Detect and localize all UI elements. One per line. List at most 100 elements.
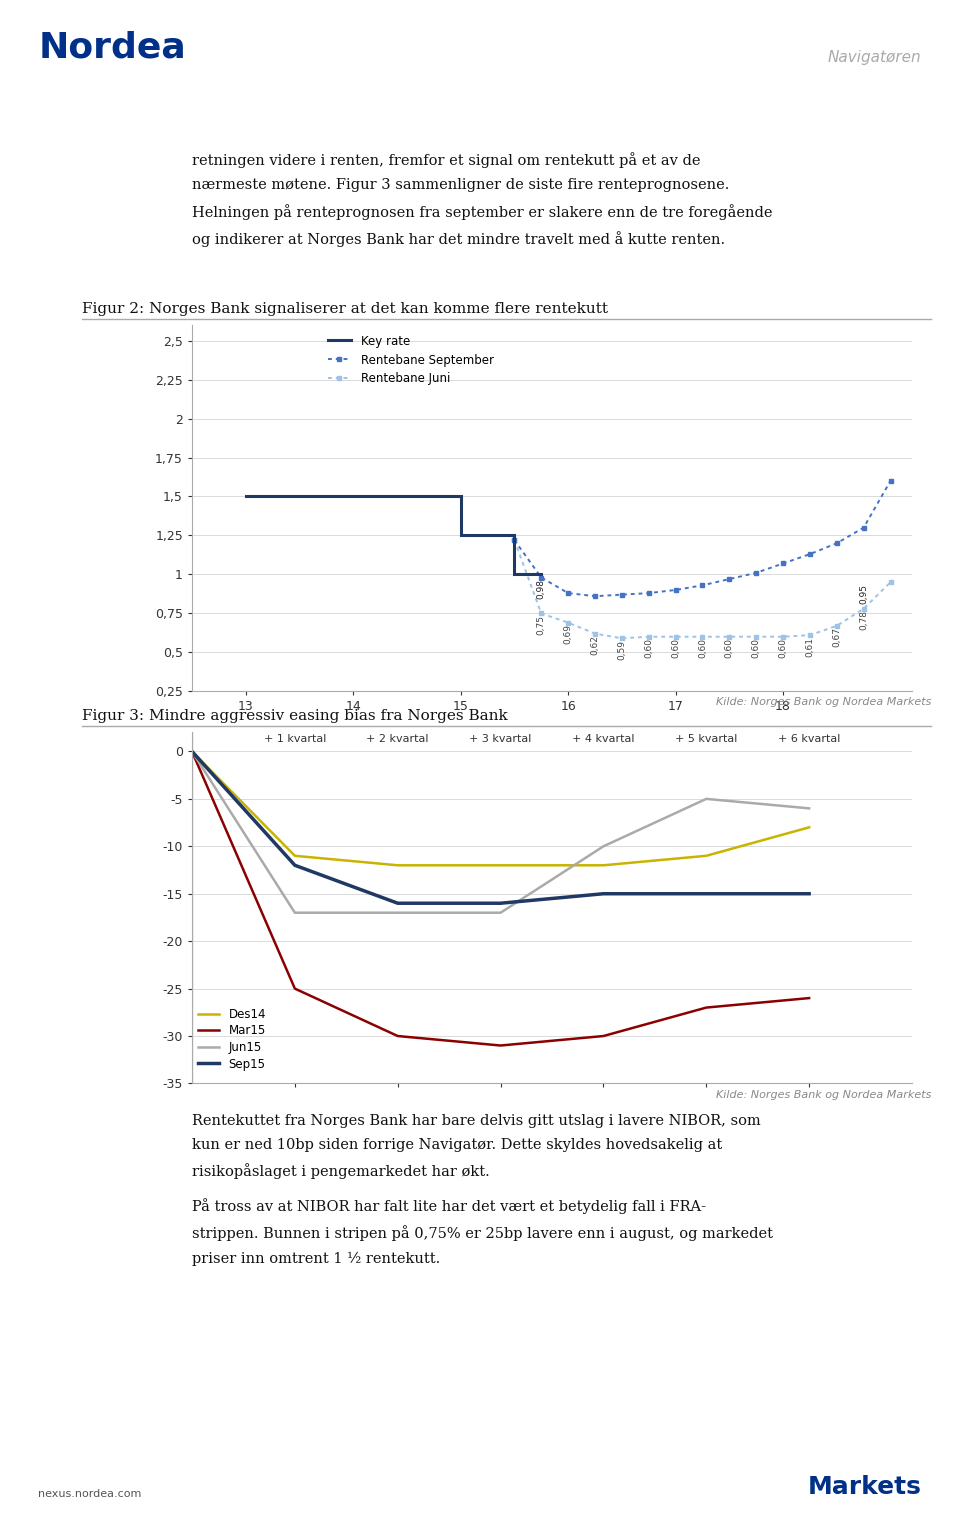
Text: 0,61: 0,61 <box>805 636 814 656</box>
Jun15 <box>392 903 403 922</box>
Rentebane Juni <box>804 626 816 644</box>
Rentebane September <box>751 563 762 581</box>
Text: På tross av at NIBOR har falt lite har det vært et betydelig fall i FRA-
strippe: På tross av at NIBOR har falt lite har d… <box>192 1198 773 1265</box>
Rentebane September <box>563 584 574 603</box>
Text: 0,60: 0,60 <box>752 638 760 658</box>
Key rate <box>455 487 467 505</box>
Rentebane September <box>643 584 655 603</box>
Text: Figur 2: Norges Bank signaliserer at det kan komme flere rentekutt: Figur 2: Norges Bank signaliserer at det… <box>82 302 608 316</box>
Text: Figur 3: Mindre aggressiv easing bias fra Norges Bank: Figur 3: Mindre aggressiv easing bias fr… <box>82 710 507 723</box>
Rentebane Juni <box>643 627 655 645</box>
Text: + 6 kvartal: + 6 kvartal <box>778 734 840 743</box>
Text: retningen videre i renten, fremfor et signal om rentekutt på et av de
nærmeste m: retningen videre i renten, fremfor et si… <box>192 153 773 247</box>
Sep15 <box>701 885 712 903</box>
Rentebane Juni <box>670 627 682 645</box>
Text: 0,60: 0,60 <box>644 638 653 658</box>
Text: 0,95: 0,95 <box>859 584 868 604</box>
Rentebane Juni <box>724 627 735 645</box>
Rentebane Juni <box>885 574 897 592</box>
Text: + 1 kvartal: + 1 kvartal <box>264 734 326 743</box>
Text: Nordea: Nordea <box>38 31 186 64</box>
Text: + 2 kvartal: + 2 kvartal <box>367 734 429 743</box>
Des14 <box>494 856 506 874</box>
Mar15 <box>392 1027 403 1045</box>
Sep15 <box>494 894 506 913</box>
Des14 <box>392 856 403 874</box>
Rentebane September <box>885 472 897 490</box>
Des14 <box>598 856 610 874</box>
Legend: Des14, Mar15, Jun15, Sep15: Des14, Mar15, Jun15, Sep15 <box>198 1007 266 1071</box>
Legend: Key rate, Rentebane September, Rentebane Juni: Key rate, Rentebane September, Rentebane… <box>327 334 493 386</box>
Jun15 <box>701 790 712 809</box>
Rentebane September <box>831 534 843 552</box>
Rentebane September <box>724 569 735 588</box>
Text: 0,60: 0,60 <box>671 638 680 658</box>
Mar15 <box>289 980 300 998</box>
Text: + 4 kvartal: + 4 kvartal <box>572 734 635 743</box>
Key rate <box>536 565 547 583</box>
Des14 <box>804 818 815 836</box>
Text: 0,62: 0,62 <box>590 635 599 655</box>
Line: Rentebane Juni: Rentebane Juni <box>512 537 893 641</box>
Text: Navigatøren: Navigatøren <box>828 50 922 66</box>
Mar15 <box>804 989 815 1007</box>
Rentebane September <box>804 545 816 563</box>
Mar15 <box>598 1027 610 1045</box>
Text: 0,59: 0,59 <box>617 639 626 659</box>
Mar15 <box>494 1036 506 1054</box>
Sep15 <box>289 856 300 874</box>
Des14 <box>289 847 300 865</box>
Text: + 3 kvartal: + 3 kvartal <box>469 734 532 743</box>
Jun15 <box>804 800 815 818</box>
Text: 0,60: 0,60 <box>779 638 787 658</box>
Mar15 <box>186 742 198 760</box>
Text: nexus.nordea.com: nexus.nordea.com <box>38 1488 142 1499</box>
Rentebane September <box>670 581 682 600</box>
Text: Kilde: Norges Bank og Nordea Markets: Kilde: Norges Bank og Nordea Markets <box>716 697 931 708</box>
Text: Markets: Markets <box>807 1474 922 1499</box>
Text: + 5 kvartal: + 5 kvartal <box>675 734 737 743</box>
Jun15 <box>186 742 198 760</box>
Line: Key rate: Key rate <box>246 496 541 574</box>
Text: 0,67: 0,67 <box>832 627 841 647</box>
Key rate <box>455 526 467 545</box>
Key rate <box>509 526 520 545</box>
Jun15 <box>494 903 506 922</box>
Jun15 <box>598 838 610 856</box>
Sep15 <box>392 894 403 913</box>
Des14 <box>701 847 712 865</box>
Rentebane Juni <box>751 627 762 645</box>
Rentebane Juni <box>858 600 870 618</box>
Des14 <box>186 742 198 760</box>
Line: Des14: Des14 <box>192 751 809 865</box>
Rentebane September <box>697 577 708 595</box>
Line: Sep15: Sep15 <box>192 751 809 903</box>
Rentebane September <box>858 519 870 537</box>
Rentebane Juni <box>563 613 574 632</box>
Rentebane Juni <box>697 627 708 645</box>
Rentebane September <box>589 588 601 606</box>
Text: Rentekuttet fra Norges Bank har bare delvis gitt utslag i lavere NIBOR, som
kun : Rentekuttet fra Norges Bank har bare del… <box>192 1114 760 1180</box>
Text: 0,69: 0,69 <box>564 624 572 644</box>
Text: 0,98: 0,98 <box>537 578 545 600</box>
Line: Jun15: Jun15 <box>192 751 809 913</box>
Text: 0,60: 0,60 <box>725 638 733 658</box>
Key rate <box>509 565 520 583</box>
Rentebane Juni <box>509 531 520 549</box>
Rentebane September <box>778 554 789 572</box>
Sep15 <box>186 742 198 760</box>
Jun15 <box>289 903 300 922</box>
Rentebane Juni <box>616 629 628 647</box>
Rentebane Juni <box>778 627 789 645</box>
Key rate <box>240 487 252 505</box>
Text: 0,60: 0,60 <box>698 638 707 658</box>
Text: Kilde: Norges Bank og Nordea Markets: Kilde: Norges Bank og Nordea Markets <box>716 1090 931 1100</box>
Rentebane Juni <box>589 624 601 642</box>
Rentebane September <box>536 568 547 586</box>
Rentebane Juni <box>831 617 843 635</box>
Rentebane September <box>509 531 520 549</box>
Text: 0,75: 0,75 <box>537 615 545 635</box>
Sep15 <box>598 885 610 903</box>
Line: Rentebane September: Rentebane September <box>512 479 893 598</box>
Text: 0,78: 0,78 <box>859 610 868 630</box>
